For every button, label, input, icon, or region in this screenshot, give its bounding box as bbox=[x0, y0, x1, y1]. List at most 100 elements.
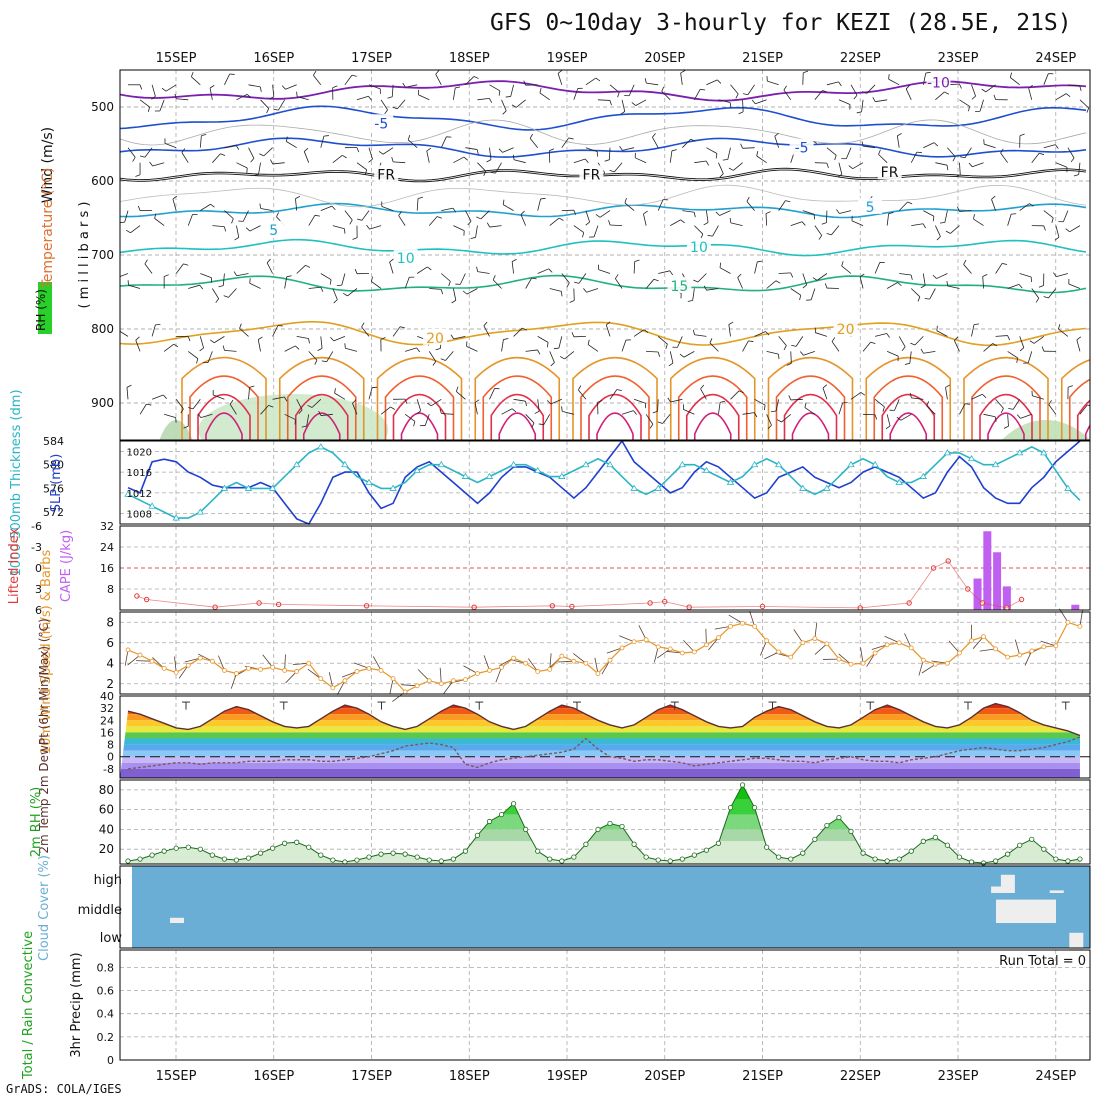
wind10-barb bbox=[389, 678, 394, 695]
wind-barb-flag bbox=[860, 392, 866, 396]
wind-barb bbox=[456, 391, 466, 400]
wind-barb-flag bbox=[693, 212, 696, 218]
wind10-marker bbox=[945, 660, 950, 666]
ytick-wind: 4 bbox=[106, 656, 114, 670]
wind10-marker bbox=[704, 642, 709, 648]
wind10-marker bbox=[908, 645, 914, 651]
wind-barb bbox=[428, 351, 437, 362]
wind-barb-flag bbox=[132, 157, 136, 162]
wind-barb-flag bbox=[364, 169, 368, 175]
wind-barb bbox=[333, 336, 346, 342]
thickness-marker bbox=[292, 460, 301, 468]
rh2m-marker bbox=[848, 828, 854, 834]
wind-barb bbox=[706, 147, 718, 154]
wind-barb bbox=[248, 387, 250, 400]
wind-barb bbox=[510, 84, 514, 97]
wind-barb bbox=[765, 213, 768, 226]
ytick-precip: 0.8 bbox=[97, 961, 115, 974]
wind-barb bbox=[910, 151, 918, 163]
wind-barb bbox=[248, 84, 261, 88]
panel-frame-rh bbox=[119, 779, 1091, 865]
wind-barb-flag bbox=[1073, 174, 1079, 177]
wind-barb-flag bbox=[1051, 217, 1054, 223]
wind-barb-flag bbox=[735, 93, 739, 99]
wind10-barb bbox=[178, 665, 189, 679]
ytick-li: 0 bbox=[35, 562, 42, 575]
wind-barb-flag bbox=[886, 333, 890, 338]
wind-barb bbox=[896, 135, 900, 148]
ylabel-precip: 3hr Precip (mm) bbox=[69, 952, 84, 1057]
wind-barb bbox=[285, 84, 297, 90]
wind-barb bbox=[947, 285, 960, 289]
wind-barb bbox=[754, 261, 758, 274]
wind-barb-flag bbox=[955, 174, 961, 178]
wind10-barb bbox=[594, 657, 599, 674]
wind-barb bbox=[175, 263, 184, 274]
wind-barb-flag bbox=[905, 85, 910, 90]
contour-label-bg bbox=[858, 197, 883, 214]
wind-barb-flag bbox=[775, 280, 781, 284]
contour-boundary-layer bbox=[205, 412, 243, 440]
temp-band bbox=[120, 720, 1080, 727]
wind10-barb bbox=[656, 648, 671, 659]
wind-barb-flag bbox=[569, 300, 575, 303]
contour-boundary-layer bbox=[376, 356, 463, 440]
wind-barb bbox=[719, 267, 731, 274]
ytick-temp: 40 bbox=[100, 690, 114, 703]
wind-barb-flag bbox=[351, 74, 357, 77]
temp-band bbox=[120, 744, 1080, 751]
wind-barb bbox=[501, 339, 504, 352]
wind-barb bbox=[795, 336, 804, 347]
wind-barb-flag bbox=[334, 388, 336, 394]
wind-barb-flag bbox=[398, 211, 402, 216]
li-point bbox=[1018, 596, 1025, 603]
wind-barb-flag bbox=[349, 219, 353, 225]
contour-label-bg bbox=[261, 220, 286, 237]
wind-barb-flag bbox=[764, 405, 766, 411]
wind10-marker bbox=[920, 657, 926, 663]
wind-barb bbox=[320, 413, 333, 416]
wind-barb bbox=[959, 162, 961, 175]
wind-barb-flag bbox=[502, 199, 505, 205]
contour-label-bg bbox=[877, 163, 902, 180]
wind10-marker bbox=[993, 646, 998, 652]
wind-barb bbox=[181, 152, 189, 163]
wind-barb bbox=[1019, 203, 1030, 211]
wind-barb-flag bbox=[812, 277, 818, 281]
wind10-barb bbox=[341, 671, 358, 678]
wind-barb bbox=[839, 210, 852, 214]
wind10-barb bbox=[184, 657, 201, 663]
wind-barb bbox=[135, 340, 141, 352]
wind-barb-flag bbox=[624, 198, 627, 204]
wind-barb-flag bbox=[861, 91, 867, 94]
contour-label: FR bbox=[583, 167, 601, 183]
wind10-barb bbox=[749, 611, 755, 627]
wind-barb-flag bbox=[463, 156, 468, 161]
wind10-marker bbox=[270, 664, 276, 670]
wind10-marker bbox=[691, 649, 697, 655]
wind-barb-flag bbox=[559, 356, 565, 360]
wind-barb-flag bbox=[354, 268, 358, 274]
wind-barb bbox=[272, 84, 275, 97]
wind-barb-flag bbox=[799, 295, 802, 301]
wind-barb-flag bbox=[392, 106, 398, 110]
wind10-barb bbox=[439, 667, 442, 684]
rh2m-marker bbox=[510, 801, 517, 807]
wind-barb bbox=[513, 159, 526, 164]
wind-barb-flag bbox=[558, 217, 564, 221]
wind-barb bbox=[810, 288, 816, 301]
wind-barb bbox=[863, 145, 876, 149]
contour-label-bg bbox=[393, 248, 418, 265]
wind-barb-flag bbox=[172, 195, 178, 200]
ylabel-cloud: Cloud Cover (%) bbox=[37, 855, 52, 961]
wind-barb-flag bbox=[286, 136, 288, 142]
wind-barb bbox=[816, 273, 828, 281]
wind-barb bbox=[852, 162, 864, 170]
wind10-marker bbox=[788, 654, 794, 660]
wind-barb-flag bbox=[473, 76, 479, 79]
wind-barb bbox=[347, 288, 358, 297]
wind-barb-flag bbox=[215, 298, 220, 303]
wind-barb bbox=[258, 162, 261, 175]
thickness-marker bbox=[341, 460, 349, 468]
wind-barb bbox=[477, 97, 490, 101]
